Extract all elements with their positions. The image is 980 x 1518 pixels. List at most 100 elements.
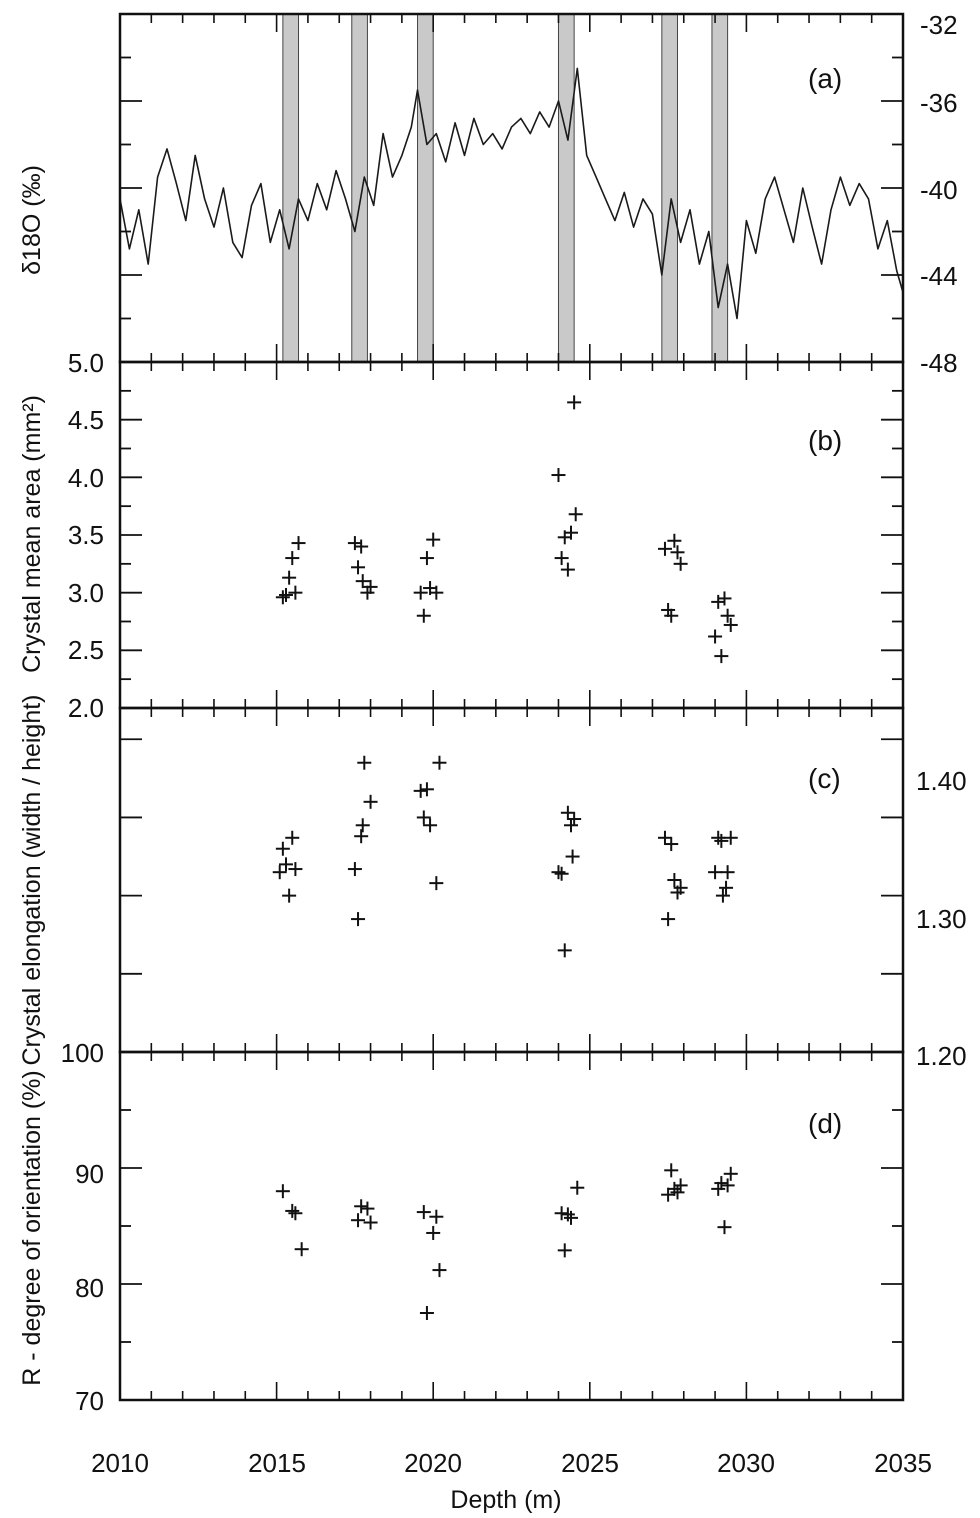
panel-frame-b: [118, 360, 905, 710]
data-point-c-25: [565, 849, 580, 864]
data-point-d-17: [564, 1210, 579, 1225]
data-point-d-15: [557, 1243, 572, 1258]
data-point-b-29: [667, 533, 682, 548]
data-point-d-10: [419, 1306, 434, 1320]
shaded-band-2: [351, 13, 368, 363]
data-point-c-18: [432, 755, 447, 770]
data-point-c-8: [351, 912, 366, 927]
x-axis-title: Depth (m): [450, 1486, 561, 1514]
data-point-b-30: [670, 545, 685, 560]
data-point-b-20: [554, 551, 569, 566]
data-point-d-26: [717, 1220, 732, 1235]
y-axis-title-b: Crystal mean area (mm²): [18, 395, 46, 673]
data-point-c-28: [664, 837, 679, 852]
data-point-d-13: [432, 1263, 447, 1278]
x-tick-label-2020: 2020: [404, 1448, 462, 1478]
data-point-b-24: [567, 395, 582, 410]
tick-label-d-4: 70: [75, 1386, 104, 1416]
data-point-c-19: [551, 865, 566, 880]
data-point-b-2: [278, 587, 293, 602]
data-point-c-4: [282, 888, 297, 903]
data-point-b-35: [717, 591, 732, 606]
data-point-c-9: [354, 829, 369, 844]
data-point-d-12: [429, 1209, 444, 1224]
tick-label-d-1: 100: [61, 1038, 104, 1068]
data-point-c-1: [272, 865, 287, 880]
data-point-d-2: [285, 1203, 300, 1218]
data-point-c-24: [567, 812, 582, 827]
data-point-b-3: [282, 570, 297, 585]
data-point-d-21: [667, 1181, 682, 1196]
data-point-d-19: [661, 1187, 676, 1202]
tick-label-b-1: 5.0: [68, 348, 104, 378]
shaded-band-6: [711, 13, 729, 363]
tick-label-b-3: 4.0: [68, 463, 104, 493]
tick-marks: [119, 13, 904, 1401]
axes-frames: [118, 12, 905, 1402]
x-tick-label-2015: 2015: [248, 1448, 306, 1478]
data-point-b-18: [429, 585, 444, 600]
data-point-d-16: [560, 1207, 575, 1222]
data-point-c-16: [423, 818, 438, 833]
shaded-bands-layer: [282, 13, 729, 363]
data-point-d-3: [288, 1206, 303, 1221]
data-point-d-22: [670, 1185, 685, 1200]
panel-frame-d: [118, 1050, 905, 1402]
tick-label-c-3: 1.20: [916, 1041, 967, 1071]
data-point-c-17: [429, 876, 444, 891]
shaded-band-1: [282, 13, 300, 363]
data-point-d-5: [351, 1213, 366, 1228]
data-point-b-33: [711, 594, 726, 609]
data-point-c-12: [363, 794, 378, 809]
panel-label-d: (d): [808, 1108, 842, 1139]
x-tick-label-2025: 2025: [561, 1448, 619, 1478]
y-axis-title-c: Crystal elongation (width / height): [18, 694, 46, 1065]
panel-label-b: (b): [808, 425, 842, 456]
x-tick-label-2035: 2035: [874, 1448, 932, 1478]
data-point-b-6: [291, 536, 306, 551]
data-point-c-29: [667, 873, 682, 887]
x-tick-label-2010: 2010: [91, 1448, 149, 1478]
tick-label-d-3: 80: [75, 1273, 104, 1303]
panel-frame-a: [118, 12, 905, 364]
data-point-c-26: [657, 830, 672, 845]
data-point-c-38: [723, 830, 738, 845]
data-point-b-8: [351, 560, 366, 575]
y-axis-title-a: δ18O (‰): [18, 165, 46, 275]
data-point-c-13: [413, 783, 428, 798]
tick-label-b-4: 3.5: [68, 520, 104, 550]
tick-label-a-5: -48: [920, 348, 958, 378]
data-point-d-11: [426, 1225, 441, 1240]
data-point-c-3: [278, 857, 293, 872]
data-point-c-21: [557, 943, 572, 958]
data-point-c-32: [708, 865, 723, 880]
data-point-b-19: [551, 468, 566, 483]
data-point-b-13: [413, 585, 428, 600]
shaded-band-4: [557, 13, 575, 363]
tick-label-c-2: 1.30: [916, 904, 967, 934]
data-point-b-4: [285, 551, 300, 566]
data-point-c-15: [419, 782, 434, 797]
data-point-d-8: [363, 1215, 378, 1230]
delta-18o-line: [119, 67, 904, 320]
data-point-d-24: [711, 1181, 726, 1196]
tick-label-a-2: -36: [920, 88, 958, 118]
y-axis-title-d: R - degree of orientation (%): [18, 1070, 46, 1385]
data-point-c-37: [720, 865, 735, 880]
tick-label-b-6: 2.5: [68, 635, 104, 665]
tick-label-b-2: 4.5: [68, 405, 104, 435]
data-point-d-28: [723, 1166, 738, 1181]
data-point-b-12: [363, 579, 378, 594]
data-point-d-25: [714, 1176, 729, 1191]
data-point-c-7: [347, 862, 362, 877]
data-point-b-34: [714, 649, 729, 664]
data-point-b-14: [416, 608, 431, 623]
data-point-b-5: [288, 585, 303, 600]
data-point-c-14: [416, 810, 431, 825]
data-point-c-36: [719, 880, 734, 895]
data-point-c-31: [673, 880, 688, 895]
data-point-c-5: [285, 830, 300, 845]
data-point-c-10: [355, 818, 370, 833]
data-point-b-11: [360, 585, 375, 600]
panel-label-c: (c): [808, 763, 841, 794]
